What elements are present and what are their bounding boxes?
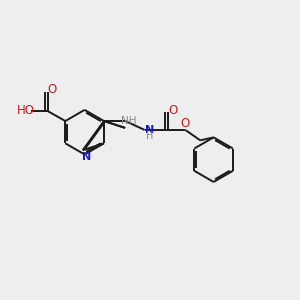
Text: N: N xyxy=(82,152,91,162)
Text: H: H xyxy=(146,131,154,142)
Text: O: O xyxy=(168,103,178,116)
Text: NH: NH xyxy=(121,116,136,126)
Text: O: O xyxy=(48,83,57,96)
Text: N: N xyxy=(145,125,154,135)
Text: O: O xyxy=(181,117,190,130)
Text: HO: HO xyxy=(16,104,34,117)
